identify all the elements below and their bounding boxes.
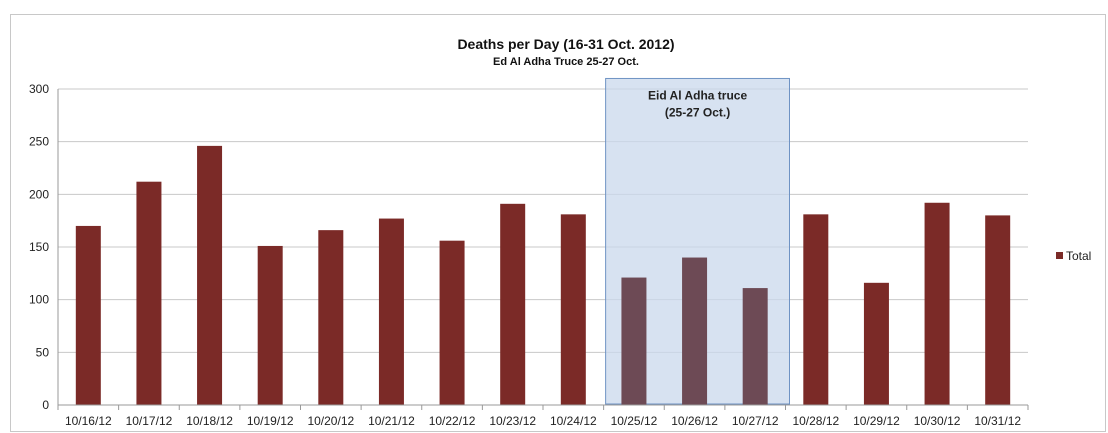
legend: Total [1056,249,1091,263]
axes: 0 50 100 150 200 250 300 10/16/12 10/17/12 10/18/… [29,82,1029,428]
x-tick-label: 10/26/12 [671,414,718,428]
x-tick-label: 10/21/12 [368,414,415,428]
x-tick-label: 10/17/12 [126,414,173,428]
bar-10/19/12 [257,245,283,405]
bar-10/16/12 [75,225,101,405]
x-tick-label: 10/22/12 [429,414,476,428]
chart-title: Deaths per Day (16-31 Oct. 2012) [457,36,674,52]
bar-10/20/12 [318,230,344,405]
x-tick-label: 10/27/12 [732,414,779,428]
deaths-per-day-chart: Deaths per Day (16-31 Oct. 2012) Ed Al A… [29,36,1091,428]
y-tick-label: 250 [29,135,49,149]
bar-10/17/12 [136,181,162,405]
truce-annotation-label: Eid Al Adha truce [648,88,747,102]
bars [75,145,1011,405]
bar-10/23/12 [500,203,526,405]
bar-10/30/12 [924,202,950,405]
x-tick-label: 10/19/12 [247,414,294,428]
truce-annotation-label: (25-27 Oct.) [665,105,730,119]
legend-swatch [1056,252,1063,259]
legend-label: Total [1066,249,1091,263]
y-tick-label: 50 [36,345,50,359]
bar-10/27/12 [742,288,768,405]
bar-10/31/12 [985,215,1011,405]
x-tick-label: 10/31/12 [974,414,1021,428]
chart-frame: Deaths per Day (16-31 Oct. 2012) Ed Al A… [10,14,1106,432]
x-tick-label: 10/24/12 [550,414,597,428]
bar-10/22/12 [439,240,465,405]
x-tick-label: 10/20/12 [307,414,354,428]
bar-10/28/12 [803,214,829,405]
bar-10/18/12 [197,145,223,405]
y-tick-label: 150 [29,240,49,254]
x-tick-label: 10/23/12 [489,414,536,428]
y-tick-label: 200 [29,187,49,201]
x-tick-label: 10/28/12 [792,414,839,428]
y-tick-label: 100 [29,293,49,307]
x-tick-label: 10/18/12 [186,414,233,428]
x-tick-label: 10/16/12 [65,414,112,428]
chart-subtitle: Ed Al Adha Truce 25-27 Oct. [493,56,639,68]
x-tick-label: 10/29/12 [853,414,900,428]
x-tick-label: 10/30/12 [914,414,961,428]
bar-10/26/12 [682,257,708,405]
bar-10/21/12 [378,218,404,405]
bar-10/25/12 [621,277,647,405]
x-tick-label: 10/25/12 [611,414,658,428]
bar-10/29/12 [863,282,889,405]
y-tick-label: 0 [42,398,49,412]
y-tick-label: 300 [29,82,49,96]
bar-10/24/12 [560,214,586,405]
